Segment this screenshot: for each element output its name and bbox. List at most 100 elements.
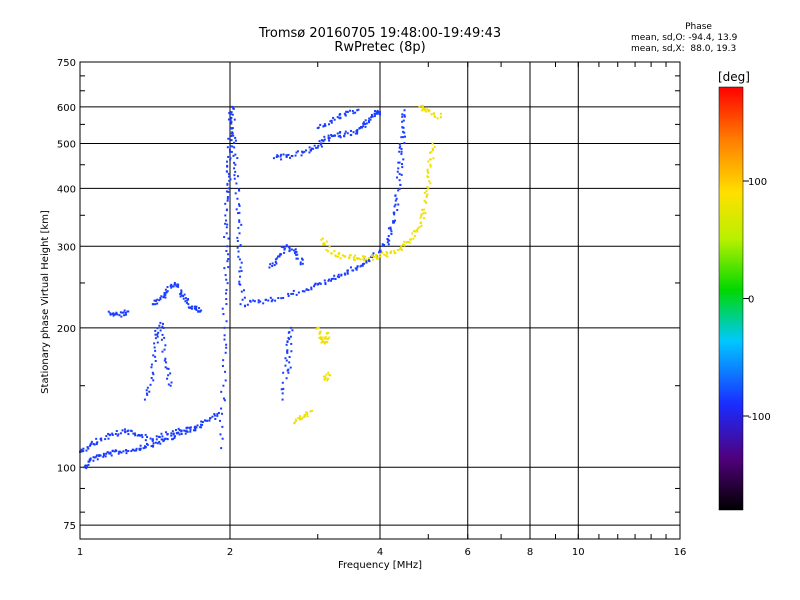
echo-point-O [230, 132, 233, 135]
echo-point-O [136, 434, 139, 437]
echo-point-O [257, 301, 260, 304]
echo-point-O [345, 110, 348, 113]
echo-point-O [300, 257, 303, 260]
echo-point-O [227, 190, 230, 193]
echo-point-X [427, 110, 430, 113]
echo-point-X [386, 252, 389, 255]
echo-point-X [426, 170, 429, 173]
echo-point-O [284, 357, 287, 360]
echo-point-O [109, 312, 112, 315]
echo-point-O [288, 249, 291, 252]
echo-point-O [386, 241, 389, 244]
echo-point-O [296, 150, 299, 153]
echo-point-O [171, 430, 174, 433]
echo-point-O [240, 223, 243, 226]
echo-point-O [229, 178, 232, 181]
echo-point-O [127, 449, 130, 452]
echo-point-X [389, 250, 392, 253]
echo-point-O [166, 367, 169, 370]
echo-point-O [317, 144, 320, 147]
echo-point-O [225, 249, 228, 252]
phase-heading: Phase [685, 22, 712, 32]
echo-point-O [225, 278, 228, 281]
echo-point-X [427, 160, 430, 163]
echo-point-O [153, 346, 156, 349]
echo-point-X [325, 248, 328, 251]
echo-point-O [323, 279, 326, 282]
echo-point-O [271, 262, 274, 265]
echo-point-O [262, 302, 265, 305]
echo-point-O [224, 222, 227, 225]
echo-point-O [401, 113, 404, 116]
echo-point-O [305, 288, 308, 291]
echo-point-O [160, 295, 163, 298]
echo-point-O [289, 335, 292, 338]
echo-point-X [323, 375, 326, 378]
echo-point-O [228, 179, 231, 182]
y-tick-label: 75 [63, 521, 76, 532]
echo-point-X [376, 258, 379, 261]
echo-point-X [358, 257, 361, 260]
echo-point-X [320, 341, 323, 344]
echo-point-O [186, 426, 189, 429]
echo-point-O [170, 434, 173, 437]
echo-point-X [420, 104, 423, 107]
echo-point-O [229, 150, 231, 153]
echo-point-O [225, 343, 228, 346]
echo-point-O [283, 251, 286, 254]
echo-point-O [201, 421, 204, 424]
echo-point-O [351, 109, 354, 112]
echo-point-O [236, 197, 239, 200]
echo-point-X [320, 238, 323, 241]
echo-point-O [231, 127, 234, 130]
echo-point-O [217, 411, 220, 414]
echo-point-O [85, 467, 88, 470]
echo-point-O [280, 158, 283, 161]
echo-point-X [328, 336, 331, 339]
echo-point-O [240, 290, 243, 293]
echo-point-X [422, 217, 425, 220]
echo-point-O [388, 239, 391, 242]
echo-point-X [383, 253, 386, 256]
echo-point-O [164, 366, 167, 369]
echo-point-O [226, 165, 229, 168]
echo-point-O [346, 269, 349, 272]
echo-point-O [235, 208, 238, 211]
echo-point-O [195, 305, 198, 308]
echo-point-X [317, 326, 320, 329]
echo-point-O [192, 429, 195, 432]
echo-point-O [227, 237, 230, 240]
echo-point-O [222, 313, 225, 316]
echo-point-O [320, 139, 323, 142]
echo-point-O [225, 298, 228, 301]
echo-point-O [169, 372, 172, 375]
echo-point-X [305, 411, 308, 414]
echo-point-O [401, 166, 404, 169]
echo-point-O [387, 235, 390, 238]
echo-point-X [362, 258, 365, 261]
echo-point-O [368, 120, 371, 123]
echo-point-O [354, 267, 357, 270]
echo-point-O [301, 258, 304, 261]
echo-point-O [339, 113, 342, 116]
echo-point-O [369, 118, 372, 121]
echo-point-X [400, 244, 403, 247]
echo-point-O [165, 290, 168, 293]
echo-point-O [282, 296, 285, 299]
echo-point-X [432, 157, 435, 160]
echo-point-X [423, 109, 426, 112]
echo-point-O [225, 303, 228, 306]
echo-point-O [240, 261, 243, 264]
echo-point-O [238, 203, 241, 206]
echo-point-O [193, 426, 196, 429]
echo-point-O [161, 333, 164, 336]
echo-point-O [365, 260, 368, 263]
echo-point-O [92, 442, 95, 445]
echo-point-O [310, 288, 313, 291]
echo-point-O [308, 146, 311, 149]
echo-point-O [107, 437, 110, 440]
echo-point-X [295, 419, 298, 422]
echo-point-X [425, 196, 428, 199]
echo-point-O [167, 383, 170, 386]
echo-point-O [226, 146, 229, 149]
